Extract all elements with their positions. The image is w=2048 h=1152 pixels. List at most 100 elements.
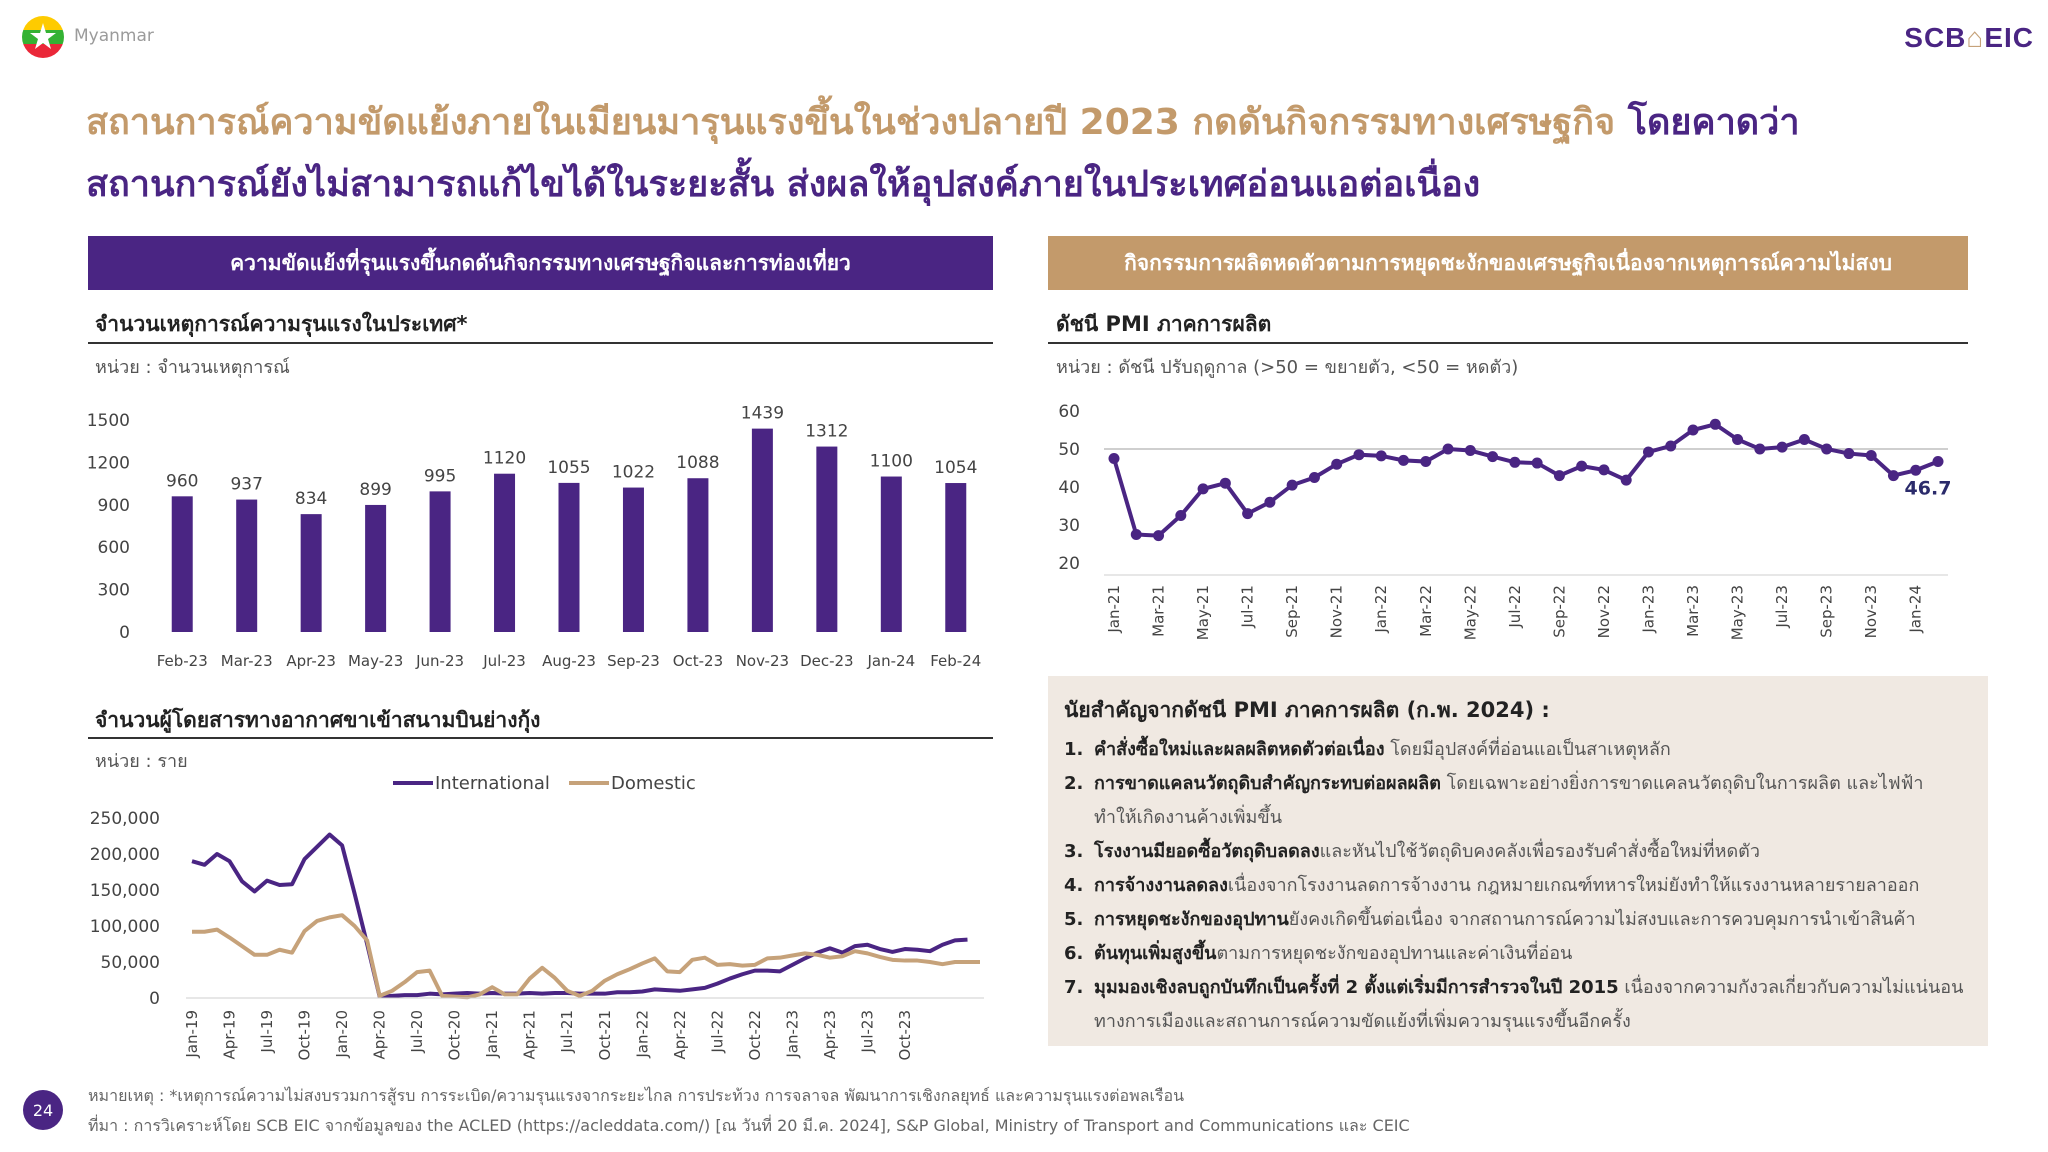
y-tick-label: 30 [1058, 516, 1080, 536]
pmi-data-point [1197, 483, 1209, 495]
x-tick-label: Mar-23 [1684, 585, 1702, 637]
x-tick-label: Aug-23 [542, 652, 596, 670]
data-label: 1439 [741, 404, 784, 424]
data-label: 960 [166, 471, 198, 491]
list-item: 1. คำสั่งซื้อใหม่และผลผลิตหดตัวต่อเนื่อง … [1064, 739, 1671, 760]
x-tick-label: Sep-22 [1550, 585, 1568, 638]
pmi-chart-unit: หน่วย : ดัชนี ปรับฤดูกาล (>50 = ขยายตัว,… [1056, 357, 1519, 378]
pmi-insights-list: 1. คำสั่งซื้อใหม่และผลผลิตหดตัวต่อเนื่อง … [1064, 733, 1970, 1039]
divider [1048, 342, 1968, 344]
pmi-data-point [1576, 460, 1588, 472]
data-label: 899 [359, 480, 391, 500]
y-tick-label: 100,000 [90, 917, 160, 937]
x-tick-label: Jan-23 [783, 1010, 801, 1059]
bar [945, 483, 967, 632]
y-tick-label: 60 [1058, 402, 1080, 422]
x-tick-label: May-22 [1461, 585, 1479, 640]
x-tick-label: May-23 [348, 652, 403, 670]
pmi-data-point [1821, 443, 1833, 455]
y-tick-label: 20 [1058, 554, 1080, 574]
pmi-data-point [1175, 510, 1187, 521]
bar [558, 482, 580, 632]
data-label: 995 [424, 466, 456, 486]
data-label: 1100 [870, 452, 913, 472]
list-item: 5. การหยุดชะงักของอุปทานยังคงเกิดขึ้นต่อเ… [1064, 909, 1916, 930]
y-tick-label: 600 [98, 538, 130, 558]
footnote: หมายเหตุ : *เหตุการณ์ความไม่สงบรวมการสู้… [88, 1086, 1185, 1105]
pmi-data-point [1286, 479, 1298, 491]
list-item: 2. การขาดแคลนวัตถุดิบสำคัญกระทบต่อผลผลิต … [1064, 773, 1924, 828]
bar [880, 476, 902, 632]
data-label: 1054 [934, 458, 977, 478]
legend-label: Domestic [611, 773, 696, 794]
page-headline: สถานการณ์ความขัดแย้งภายในเมียนมารุนแรงขึ… [86, 102, 1800, 205]
x-tick-label: Apr-21 [521, 1010, 539, 1060]
x-tick-label: Apr-20 [371, 1010, 389, 1060]
x-tick-label: Sep-23 [607, 652, 660, 670]
y-tick-label: 200,000 [90, 845, 160, 865]
home-icon: ⌂ [1966, 22, 1985, 53]
x-tick-label: Jan-20 [333, 1010, 351, 1059]
domestic-series-line [192, 913, 980, 1000]
x-tick-label: Jan-22 [1372, 585, 1390, 634]
y-tick-label: 150,000 [90, 881, 160, 901]
pmi-data-point [1932, 456, 1944, 468]
y-tick-label: 250,000 [90, 809, 160, 829]
pmi-insights-box: นัยสำคัญจากดัชนี PMI ภาคการผลิต (ก.พ. 20… [1048, 676, 1988, 1046]
x-tick-label: May-23 [1729, 585, 1747, 640]
pmi-data-point [1598, 464, 1610, 476]
x-tick-label: Jul-23 [482, 652, 526, 670]
pmi-chart-title: ดัชนี PMI ภาคการผลิต [1056, 312, 1272, 336]
pmi-data-point [1687, 424, 1699, 436]
x-tick-label: May-21 [1194, 585, 1212, 640]
data-label: 1120 [483, 449, 526, 469]
x-tick-label: Jul-23 [1773, 585, 1791, 629]
x-tick-label: Jan-24 [866, 652, 915, 670]
pmi-data-point [1732, 434, 1744, 445]
x-tick-label: Jul-19 [258, 1010, 276, 1054]
pmi-data-point [1420, 456, 1432, 468]
data-label: 1312 [805, 422, 848, 442]
x-tick-label: Mar-21 [1150, 585, 1168, 637]
data-label: 834 [295, 489, 327, 509]
list-item: 7. มุมมองเชิงลบถูกบันทึกเป็นครั้งที่ 2 ตั… [1064, 977, 1964, 1032]
y-tick-label: 40 [1058, 478, 1080, 498]
pmi-data-point [1375, 450, 1387, 462]
source-note: ที่มา : การวิเคราะห์โดย SCB EIC จากข้อมู… [88, 1116, 1410, 1135]
pmi-data-point [1487, 451, 1499, 463]
pmi-data-point [1130, 529, 1142, 540]
pmi-data-point [1887, 470, 1899, 482]
x-tick-label: Sep-23 [1818, 585, 1836, 638]
x-tick-label: Jul-20 [408, 1010, 426, 1054]
x-tick-label: Apr-22 [671, 1010, 689, 1060]
bar [171, 496, 193, 632]
pmi-data-point [1709, 418, 1721, 430]
x-tick-label: Oct-23 [896, 1010, 914, 1060]
data-label: 1088 [676, 453, 719, 473]
right-section-banner: กิจกรรมการผลิตหดตัวตามการหยุดชะงักของเศร… [1048, 236, 1968, 290]
country-label: Myanmar [74, 26, 154, 46]
pmi-data-point [1153, 530, 1165, 542]
pmi-data-point [1398, 454, 1410, 466]
y-tick-label: 50,000 [101, 953, 160, 973]
y-tick-label: 300 [98, 581, 130, 601]
violence-chart-title: จำนวนเหตุการณ์ความรุนแรงในประเทศ* [95, 312, 468, 336]
x-tick-label: Oct-19 [296, 1010, 314, 1060]
passenger-chart-unit: หน่วย : ราย [95, 751, 188, 772]
pmi-data-point [1843, 448, 1855, 460]
bar [365, 504, 387, 632]
x-tick-label: Jan-23 [1639, 585, 1657, 634]
list-item: 3. โรงงานมียอดซื้อวัตถุดิบลดลงและหันไปใช้… [1064, 841, 1760, 862]
y-tick-label: 1500 [88, 411, 130, 431]
pmi-data-point [1509, 456, 1521, 468]
bar [300, 514, 322, 632]
pmi-data-point [1219, 477, 1231, 489]
data-label: 937 [230, 475, 262, 495]
x-tick-label: Dec-23 [800, 652, 854, 670]
violence-chart-unit: หน่วย : จำนวนเหตุการณ์ [95, 357, 290, 378]
pmi-series-line [1112, 422, 1939, 538]
left-section-banner: ความขัดแย้งที่รุนแรงขึ้นกดดันกิจกรรมทางเ… [88, 236, 993, 290]
page-number: 24 [23, 1090, 63, 1130]
x-tick-label: Nov-21 [1328, 585, 1346, 638]
pmi-data-point [1865, 449, 1877, 461]
